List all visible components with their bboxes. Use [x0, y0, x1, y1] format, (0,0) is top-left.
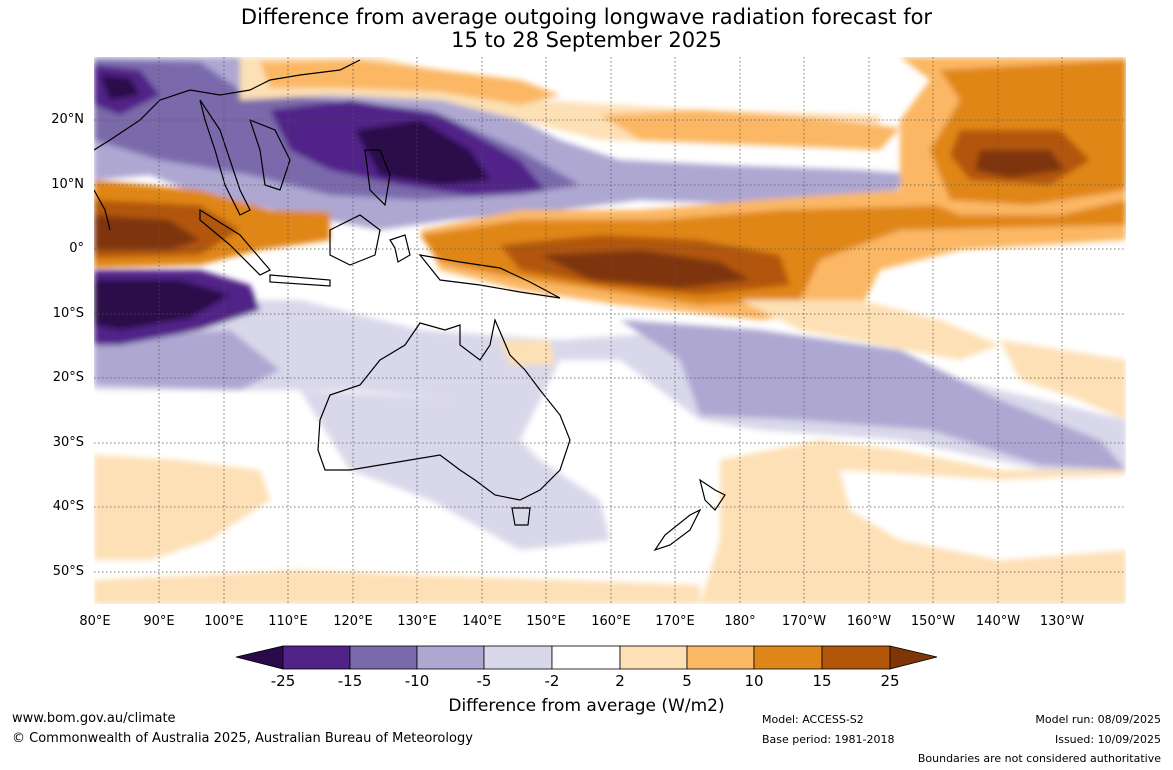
lat-label: 20°S — [52, 370, 84, 385]
model-name: Model: ACCESS-S2 — [762, 713, 864, 726]
colorbar-tick-label: -2 — [544, 672, 560, 690]
model-run-date: Model run: 08/09/2025 — [1035, 713, 1161, 726]
map-title-line1: Difference from average outgoing longwav… — [240, 5, 933, 29]
lon-label: 160°E — [591, 614, 631, 629]
lat-label: 20°N — [51, 112, 84, 127]
lon-label: 110°E — [268, 614, 308, 629]
coastlines — [94, 59, 726, 552]
anomaly-field — [94, 57, 1126, 604]
colorbar-title: Difference from average (W/m2) — [448, 696, 725, 716]
lon-label: 160°W — [846, 614, 892, 629]
lat-label: 0° — [69, 241, 84, 256]
lon-label: 150°E — [526, 614, 566, 629]
lat-label: 30°S — [52, 435, 84, 450]
lon-label: 130°W — [1039, 614, 1085, 629]
colorbar-tick-label: -25 — [270, 672, 296, 690]
lat-label: 40°S — [52, 499, 84, 514]
lon-label: 140°W — [975, 614, 1021, 629]
map-title-line2: 15 to 28 September 2025 — [451, 28, 722, 52]
lon-label: 170°W — [781, 614, 827, 629]
lon-label: 100°E — [204, 614, 244, 629]
lon-label: 130°E — [397, 614, 437, 629]
lon-label: 80°E — [79, 614, 111, 629]
colorbar-tick-label: 2 — [615, 672, 625, 690]
colorbar-tick-label: -10 — [404, 672, 430, 690]
olr-anomaly-map — [94, 57, 1126, 670]
lon-label: 140°E — [462, 614, 502, 629]
colorbar-tick-label: 10 — [744, 672, 764, 690]
lon-label: 120°E — [333, 614, 373, 629]
colorbar-tick-label: 15 — [812, 672, 832, 690]
lat-label: 10°N — [51, 177, 84, 192]
issued-date: Issued: 10/09/2025 — [1054, 733, 1161, 746]
lat-label: 10°S — [52, 306, 84, 321]
copyright-text: © Commonwealth of Australia 2025, Austra… — [12, 731, 473, 746]
boundary-disclaimer: Boundaries are not considered authoritat… — [917, 752, 1161, 765]
lat-label: 50°S — [52, 564, 84, 579]
lon-label: 170°E — [655, 614, 695, 629]
website-link[interactable]: www.bom.gov.au/climate — [12, 711, 176, 726]
colorbar-tick-label: -15 — [337, 672, 363, 690]
lon-label: 180° — [724, 614, 756, 629]
lon-label: 150°W — [910, 614, 956, 629]
graticule — [94, 57, 1126, 604]
base-period: Base period: 1981-2018 — [762, 733, 895, 746]
colorbar-tick-label: 5 — [682, 672, 692, 690]
lon-label: 90°E — [143, 614, 175, 629]
colorbar — [235, 645, 938, 670]
colorbar-tick-label: -5 — [476, 672, 492, 690]
colorbar-tick-label: 25 — [880, 672, 900, 690]
